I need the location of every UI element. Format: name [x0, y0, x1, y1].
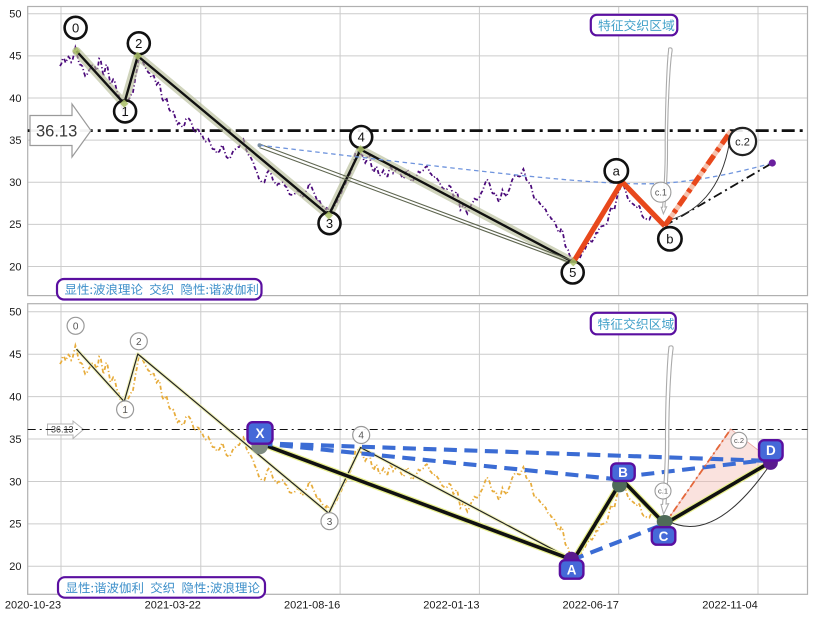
svg-text:1: 1 — [121, 104, 128, 119]
svg-text:b: b — [666, 231, 673, 246]
svg-text:C: C — [659, 529, 669, 544]
svg-text:2: 2 — [135, 36, 142, 51]
svg-text:30: 30 — [9, 476, 21, 488]
svg-text:30: 30 — [9, 177, 21, 189]
svg-text:A: A — [567, 562, 577, 577]
svg-text:45: 45 — [9, 51, 21, 63]
svg-text:c.1: c.1 — [655, 187, 667, 197]
svg-text:20: 20 — [9, 261, 21, 273]
svg-text:5: 5 — [569, 265, 576, 280]
svg-text:3: 3 — [327, 517, 333, 528]
svg-text:2: 2 — [136, 337, 142, 348]
svg-text:2020-10-23: 2020-10-23 — [5, 600, 61, 612]
svg-text:c.2: c.2 — [734, 436, 744, 445]
svg-text:35: 35 — [9, 434, 21, 446]
svg-text:50: 50 — [9, 9, 21, 21]
svg-text:50: 50 — [9, 307, 21, 319]
svg-text:2022-01-13: 2022-01-13 — [423, 600, 479, 612]
svg-text:4: 4 — [358, 431, 364, 442]
svg-text:25: 25 — [9, 519, 21, 531]
svg-text:20: 20 — [9, 561, 21, 573]
svg-text:2021-08-16: 2021-08-16 — [284, 600, 340, 612]
svg-text:c.2: c.2 — [735, 136, 750, 148]
svg-text:36.13: 36.13 — [36, 123, 77, 141]
svg-text:X: X — [255, 426, 264, 441]
svg-text:D: D — [766, 443, 776, 458]
svg-text:2021-03-22: 2021-03-22 — [145, 600, 201, 612]
svg-text:a: a — [613, 164, 621, 179]
svg-text:45: 45 — [9, 349, 21, 361]
svg-text:3: 3 — [326, 216, 333, 231]
svg-text:0: 0 — [72, 20, 79, 35]
svg-text:1: 1 — [122, 405, 128, 416]
svg-text:40: 40 — [9, 93, 21, 105]
svg-text:4: 4 — [358, 130, 365, 145]
svg-text:2022-06-17: 2022-06-17 — [563, 600, 619, 612]
svg-text:0: 0 — [73, 321, 79, 332]
svg-text:35: 35 — [9, 135, 21, 147]
svg-text:B: B — [618, 465, 628, 480]
svg-text:36.13: 36.13 — [51, 425, 74, 435]
svg-text:c.1: c.1 — [658, 487, 668, 496]
svg-text:40: 40 — [9, 391, 21, 403]
svg-text:25: 25 — [9, 219, 21, 231]
svg-text:2022-11-04: 2022-11-04 — [702, 600, 757, 612]
